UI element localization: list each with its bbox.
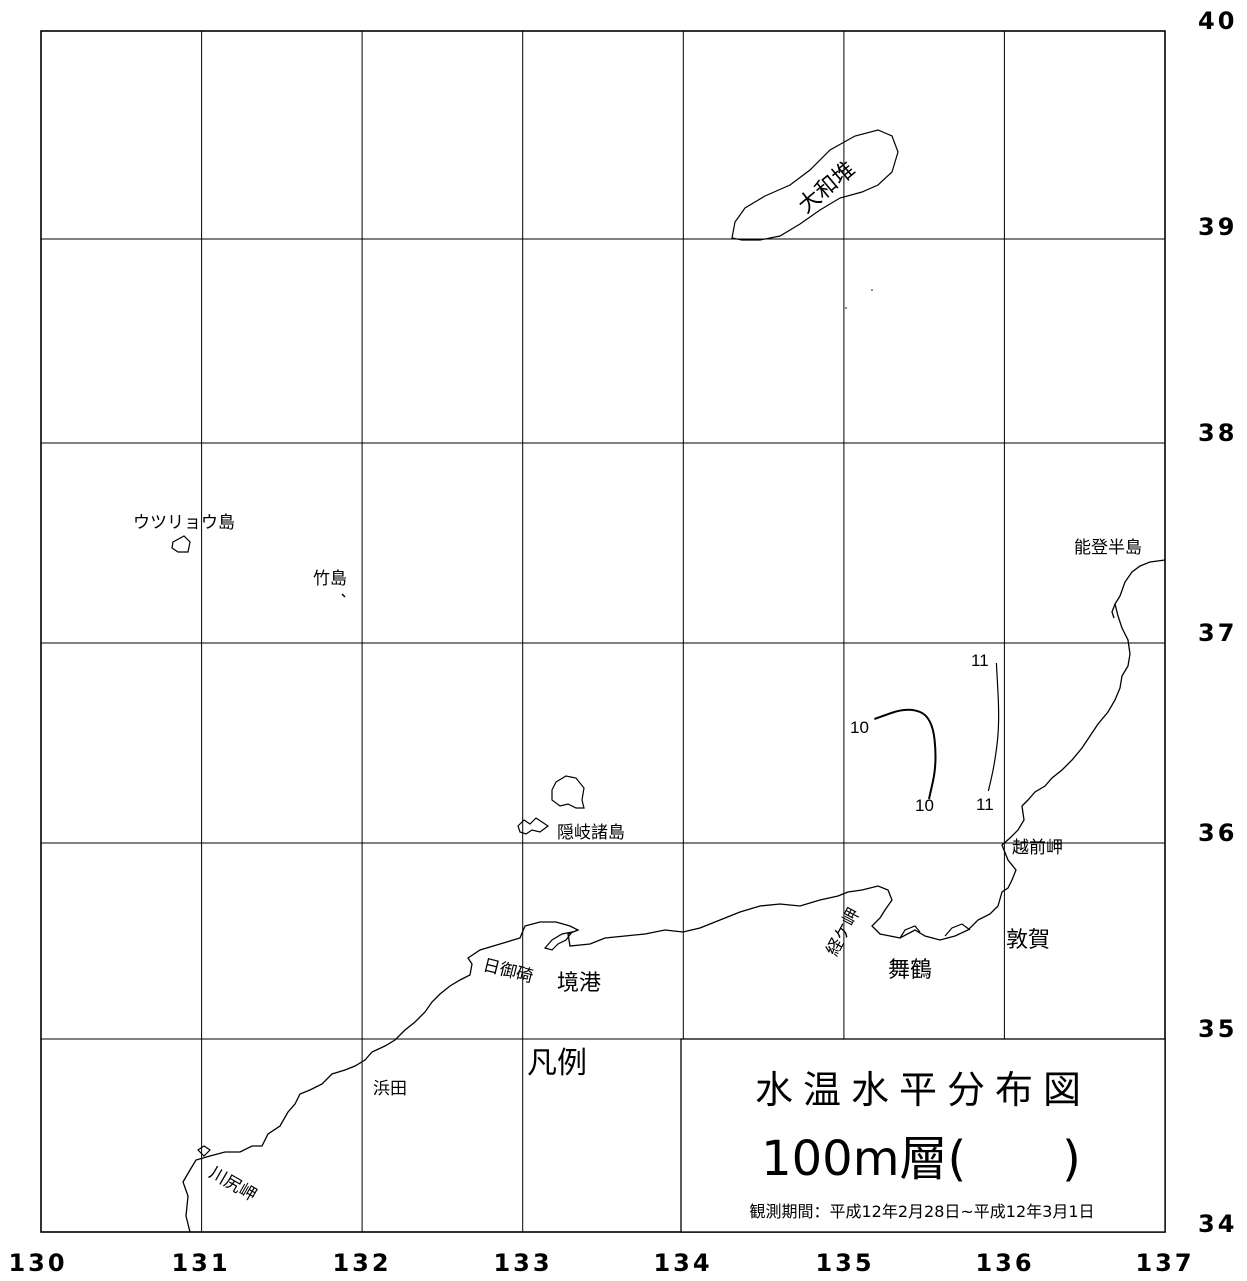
title-box [680,1038,1166,1233]
isotherm-label-11a: 11 [971,651,989,670]
title-main: 水温水平分布図 [755,1068,1091,1112]
place-tsuruga: 敦賀 [1006,928,1050,953]
place-takeshima: 竹島 [313,569,347,589]
lat-tick-36: 36 [1198,819,1237,847]
lon-tick-132: 132 [332,1249,391,1277]
lon-tick-135: 135 [815,1249,874,1277]
map-frame [40,30,1166,1233]
ulleung-outline [171,535,191,553]
takeshima-marker [341,593,346,598]
lat-tick-40: 40 [1198,7,1237,35]
lon-tick-137: 137 [1135,1249,1194,1277]
title-layer: 100m層( ) [761,1131,1081,1187]
place-maizuru: 舞鶴 [888,958,932,983]
sounding-dot [845,307,847,309]
place-kawajiri: 川尻岬 [206,1163,260,1206]
coastline-kawajiri [197,1145,211,1157]
lat-tick-38: 38 [1198,419,1237,447]
lat-tick-35: 35 [1198,1015,1237,1043]
isotherm-10 [874,708,937,800]
place-hamada: 浜田 [373,1079,407,1099]
isotherm-label-11b: 11 [976,795,994,814]
isotherm-group [874,662,1000,800]
place-yamato: 大和堆 [794,157,861,219]
place-noto: 能登半島 [1074,538,1142,558]
place-sakaiminato: 境港 [557,971,601,996]
sounding-dot [871,289,873,291]
lon-tick-134: 134 [653,1249,712,1277]
lon-tick-136: 136 [975,1249,1034,1277]
oki-dogo-outline [551,775,585,809]
coastline-wakasa [899,923,971,939]
place-ulleung: ウツリョウ島 [133,513,235,533]
lat-tick-37: 37 [1198,619,1237,647]
coastline-honshu [182,559,1166,1233]
oki-dozen-outline [517,817,550,835]
title-period: 観測期間：平成12年2月28日~平成12年3月1日 [749,1202,1094,1221]
lon-tick-130: 130 [8,1249,67,1277]
graticule [41,31,1165,1232]
isotherm-label-10b: 10 [915,796,934,815]
lon-tick-133: 133 [493,1249,552,1277]
place-kyogamisaki: 経ケ岬 [823,905,865,959]
yamato-bank-outline [731,129,899,241]
coastline-noto-tip [1111,603,1116,619]
isotherm-label-10a: 10 [850,718,869,737]
place-oki: 隠岐諸島 [557,823,625,843]
lat-tick-34: 34 [1198,1210,1237,1238]
legend-label: 凡例 [527,1046,587,1081]
coastline-nakaumi [543,931,574,951]
lon-tick-131: 131 [171,1249,230,1277]
place-echizen: 越前岬 [1012,838,1063,858]
lat-tick-39: 39 [1198,213,1237,241]
place-hinomisaki: 日御碕 [481,955,535,987]
isotherm-11 [987,662,1000,792]
